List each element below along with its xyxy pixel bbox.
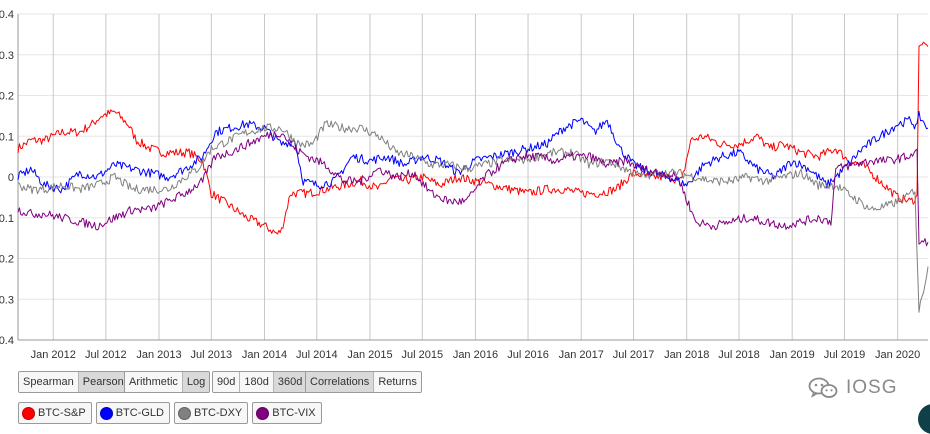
legend-btc-sp[interactable]: BTC-S&P xyxy=(18,402,92,424)
returns-type-toggle: Arithmetic Log xyxy=(124,371,211,393)
wechat-icon xyxy=(808,377,838,398)
view-toggle: Correlations Returns xyxy=(305,371,422,393)
series-line-btc-s-p xyxy=(17,41,929,235)
returns-button[interactable]: Returns xyxy=(374,372,421,392)
x-tick-label: Jul 2012 xyxy=(85,349,127,360)
x-tick-label: Jan 2016 xyxy=(453,349,498,360)
x-tick-label: Jul 2015 xyxy=(401,349,443,360)
y-tick-label: 0.2 xyxy=(0,91,14,103)
series-lines xyxy=(17,41,929,313)
legend-btc-vix[interactable]: BTC-VIX xyxy=(252,402,322,424)
x-tick-label: Jan 2015 xyxy=(347,349,392,360)
x-tick-label: Jan 2020 xyxy=(875,349,920,360)
window-360d-button[interactable]: 360d xyxy=(273,372,307,392)
series-line-btc-vix xyxy=(17,131,929,247)
legend-swatch-btc-sp xyxy=(22,406,35,420)
legend-swatch-btc-vix xyxy=(256,406,270,420)
x-tick-label: Jul 2017 xyxy=(613,349,655,360)
y-tick-label: -0.4 xyxy=(0,335,14,347)
grid xyxy=(18,13,928,341)
y-tick-label: 0 xyxy=(8,172,14,184)
x-tick-label: Jan 2018 xyxy=(664,349,709,360)
watermark-text: IOSG xyxy=(846,377,898,398)
y-tick-label: -0.1 xyxy=(0,213,14,225)
y-tick-label: -0.3 xyxy=(0,294,14,306)
corner-badge xyxy=(918,404,930,434)
x-tick-label: Jul 2016 xyxy=(507,349,549,360)
x-tick-label: Jan 2019 xyxy=(770,349,815,360)
correlations-button[interactable]: Correlations xyxy=(306,372,375,392)
arithmetic-button[interactable]: Arithmetic xyxy=(125,372,183,392)
spearman-button[interactable]: Spearman xyxy=(19,372,79,392)
window-toggle: 90d 180d 360d xyxy=(212,371,308,393)
x-tick-label: Jul 2013 xyxy=(191,349,233,360)
y-tick-label: 0.1 xyxy=(0,131,14,143)
series-line-btc-dxy xyxy=(17,120,929,313)
x-tick-label: Jan 2012 xyxy=(31,349,76,360)
correlation-chart: -0.4 -0.3 -0.2 -0.1 0 0.1 0.2 0.3 0.4 Jan 2012 Jul… xyxy=(0,9,929,360)
legend-label-btc-vix: BTC-VIX xyxy=(272,407,316,419)
legend-label-btc-sp: BTC-S&P xyxy=(38,407,86,419)
x-tick-label: Jan 2013 xyxy=(136,349,181,360)
method-toggle: Spearman Pearson xyxy=(18,371,129,393)
legend-btc-dxy[interactable]: BTC-DXY xyxy=(173,402,249,424)
legend-label-btc-gld: BTC-GLD xyxy=(115,407,164,419)
watermark: IOSG xyxy=(808,376,898,400)
legend-label-btc-dxy: BTC-DXY xyxy=(193,407,243,419)
y-tick-label: 0.4 xyxy=(0,9,14,21)
legend-swatch-btc-gld xyxy=(99,406,113,420)
window-180d-button[interactable]: 180d xyxy=(240,372,274,392)
legend-swatch-btc-dxy xyxy=(177,406,191,420)
pearson-button[interactable]: Pearson xyxy=(78,372,128,392)
x-tick-label: Jul 2014 xyxy=(296,349,338,360)
x-tick-label: Jan 2017 xyxy=(559,349,604,360)
y-tick-label: -0.2 xyxy=(0,254,14,266)
log-button[interactable]: Log xyxy=(182,372,210,392)
legend-btc-gld[interactable]: BTC-GLD xyxy=(95,402,170,424)
x-tick-label: Jul 2019 xyxy=(824,349,866,360)
window-90d-button[interactable]: 90d xyxy=(213,372,241,392)
y-tick-label: 0.3 xyxy=(0,50,14,62)
axes: -0.4 -0.3 -0.2 -0.1 0 0.1 0.2 0.3 0.4 Jan 2012 Jul… xyxy=(0,9,928,360)
x-tick-label: Jan 2014 xyxy=(242,349,287,360)
x-tick-label: Jul 2018 xyxy=(718,349,760,360)
legend: BTC-S&P BTC-GLD BTC-DXY BTC-VIX xyxy=(18,402,322,424)
